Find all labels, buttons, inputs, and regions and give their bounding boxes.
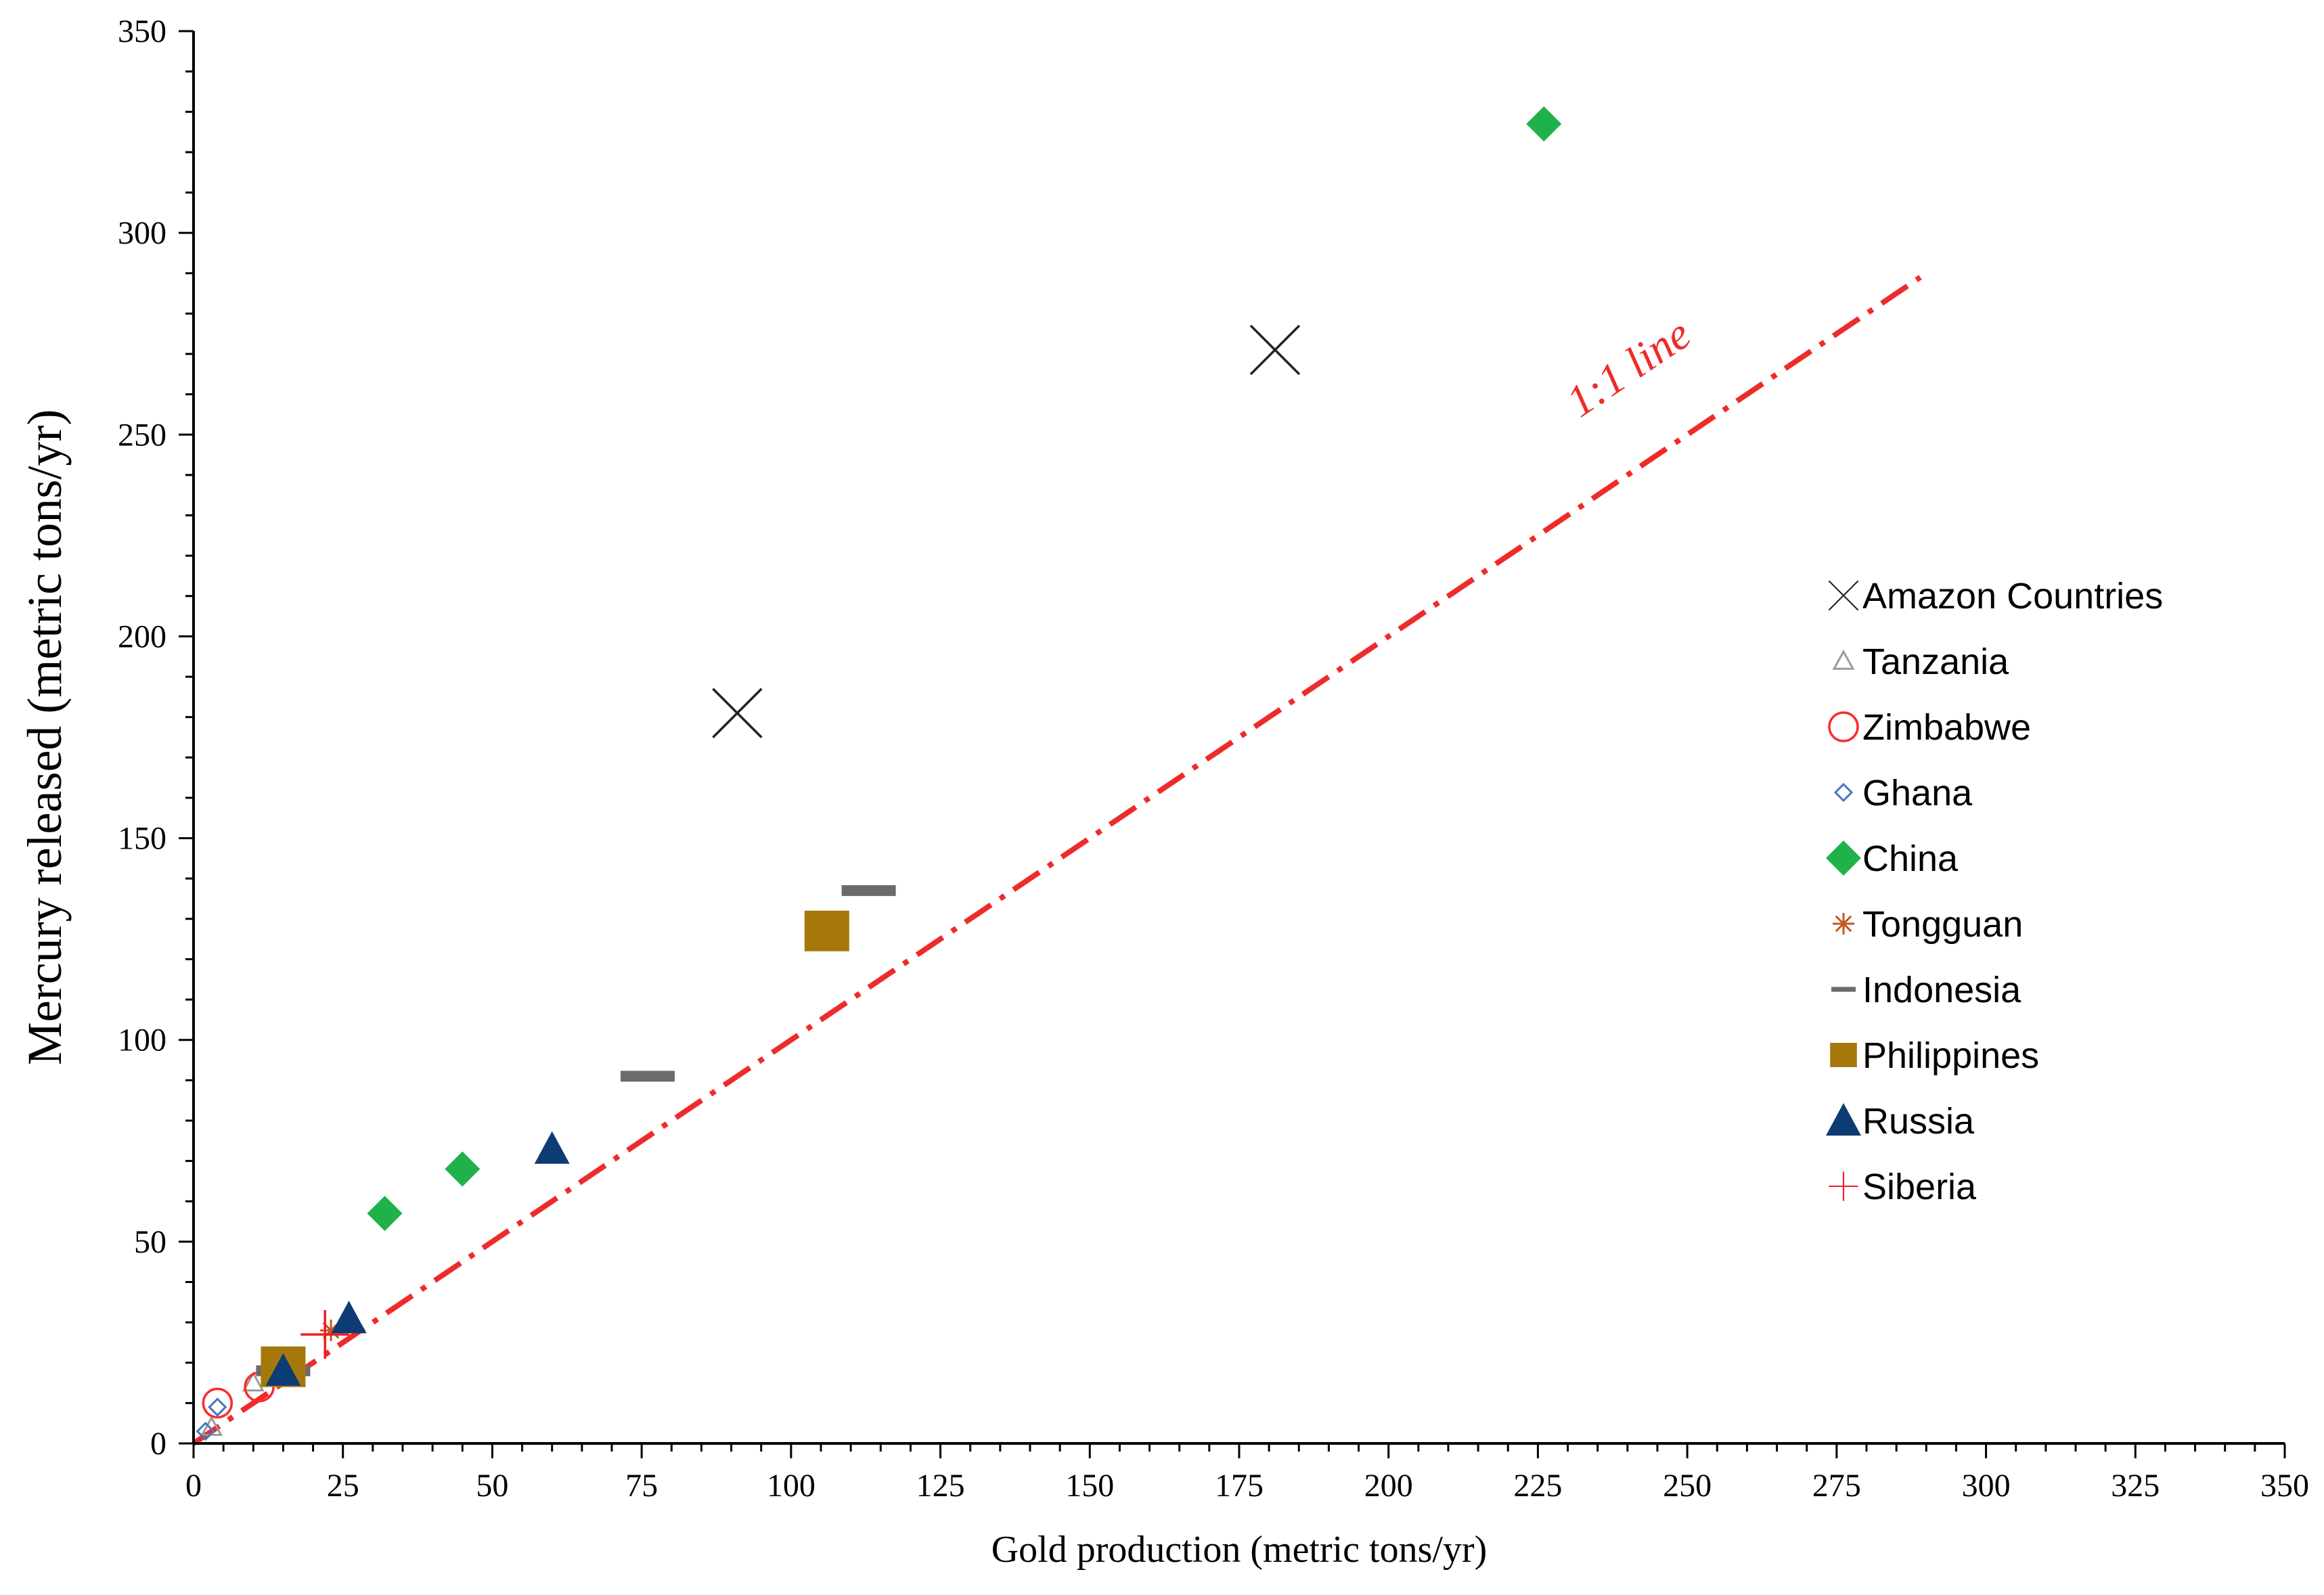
y-tick-label: 300 — [118, 215, 166, 251]
x-tick-label: 200 — [1364, 1468, 1413, 1504]
legend-item-indonesia: Indonesia — [1831, 970, 2021, 1010]
one-to-one-line — [192, 275, 1922, 1446]
x-tick-label: 350 — [2260, 1468, 2309, 1504]
legend-label-indonesia: Indonesia — [1862, 970, 2021, 1010]
x-tick-label: 175 — [1215, 1468, 1264, 1504]
x-tick-label: 250 — [1663, 1468, 1712, 1504]
legend-label-tongguan: Tongguan — [1862, 904, 2023, 945]
tanzania-point — [242, 1371, 265, 1392]
china-point — [1526, 106, 1562, 142]
legend-label-siberia: Siberia — [1862, 1167, 1977, 1207]
x-tick-label: 25 — [327, 1468, 359, 1504]
ghana-point — [208, 1397, 227, 1417]
x-tick-label: 75 — [625, 1468, 658, 1504]
y-tick-label: 50 — [134, 1224, 166, 1260]
legend-item-amazon-countries: Amazon Countries — [1828, 576, 2163, 616]
russia-point — [265, 1353, 301, 1386]
y-tick-label: 200 — [118, 619, 166, 654]
legend-label-philippines: Philippines — [1862, 1035, 2039, 1076]
indonesia-point — [841, 885, 896, 897]
y-tick-label: 0 — [150, 1426, 166, 1462]
legend-marker-russia — [1826, 1103, 1861, 1136]
indonesia-point — [620, 1071, 675, 1082]
legend-label-ghana: Ghana — [1862, 773, 1973, 813]
china-point — [445, 1151, 481, 1187]
x-tick-label: 150 — [1065, 1468, 1114, 1504]
legend-marker-ghana — [1833, 782, 1854, 803]
russia-point — [331, 1301, 367, 1334]
russia-point — [534, 1131, 570, 1164]
legend-label-china: China — [1862, 838, 1959, 879]
zimbabwe-point — [202, 1387, 233, 1419]
y-tick-label: 250 — [118, 417, 166, 453]
x-tick-label: 100 — [767, 1468, 815, 1504]
y-tick-label: 100 — [118, 1023, 166, 1058]
legend-marker-philippines — [1830, 1043, 1857, 1067]
legend-item-ghana: Ghana — [1833, 773, 1973, 813]
china-point — [367, 1196, 403, 1232]
siberia-point — [300, 1310, 350, 1360]
legend-label-russia: Russia — [1862, 1101, 1975, 1142]
legend-marker-zimbabwe — [1828, 711, 1859, 742]
legend-label-tanzania: Tanzania — [1862, 642, 2009, 682]
x-axis-title: Gold production (metric tons/yr) — [991, 1529, 1488, 1571]
y-tick-label: 350 — [118, 14, 166, 49]
x-tick-label: 225 — [1513, 1468, 1562, 1504]
legend-marker-amazon-countries — [1828, 580, 1859, 611]
x-tick-label: 300 — [1962, 1468, 2011, 1504]
legend-marker-china — [1826, 840, 1861, 876]
legend-item-tongguan: Tongguan — [1833, 904, 2023, 945]
x-tick-label: 125 — [916, 1468, 965, 1504]
legend-item-philippines: Philippines — [1830, 1035, 2039, 1076]
legend-label-amazon-countries: Amazon Countries — [1862, 576, 2163, 616]
y-axis-title: Mercury released (metric tons/yr) — [18, 409, 72, 1066]
amazon-countries-point — [712, 688, 763, 738]
legend-label-zimbabwe: Zimbabwe — [1862, 707, 2031, 748]
legend-marker-tongguan — [1833, 913, 1854, 935]
x-tick-label: 50 — [476, 1468, 508, 1504]
y-tick-label: 150 — [118, 821, 166, 857]
one-to-one-line-label: 1:1 line — [1558, 309, 1699, 426]
legend-item-russia: Russia — [1826, 1101, 1975, 1142]
legend-item-zimbabwe: Zimbabwe — [1828, 707, 2031, 748]
legend-marker-tanzania — [1832, 649, 1855, 670]
amazon-countries-point — [1249, 324, 1301, 376]
x-tick-label: 275 — [1812, 1468, 1861, 1504]
x-tick-label: 325 — [2111, 1468, 2160, 1504]
x-tick-label: 0 — [185, 1468, 202, 1504]
legend: Amazon Countries Tanzania Zimbabwe Ghana Chi… — [1826, 576, 2163, 1207]
ghana-point — [196, 1421, 215, 1441]
legend-item-tanzania: Tanzania — [1832, 642, 2009, 682]
legend-marker-siberia — [1829, 1171, 1858, 1201]
philippines-point — [804, 910, 849, 951]
legend-marker-indonesia — [1831, 987, 1856, 992]
legend-item-siberia: Siberia — [1829, 1167, 1977, 1207]
legend-item-china: China — [1826, 838, 1959, 879]
